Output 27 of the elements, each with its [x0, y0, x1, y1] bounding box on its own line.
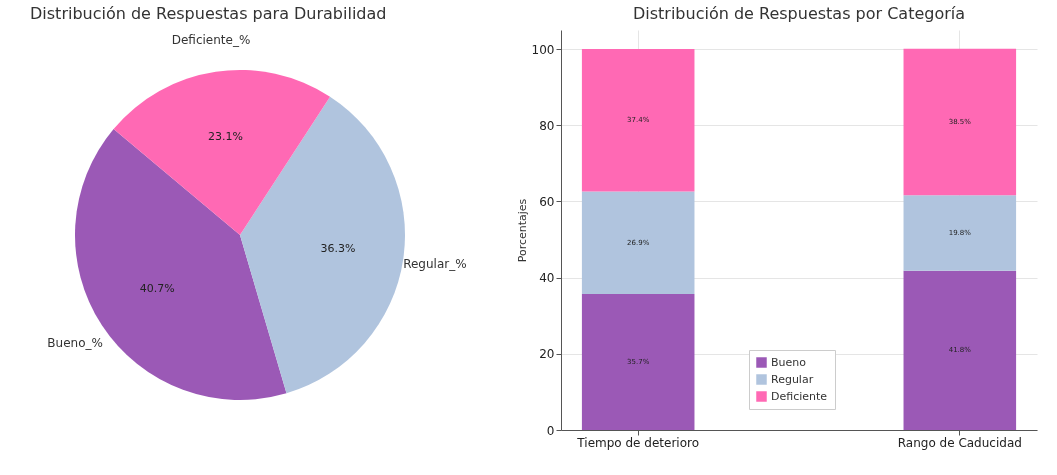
y-tick-label: 100	[531, 42, 555, 57]
bar	[581, 49, 695, 192]
x-tick-label: Tiempo de deterioro	[576, 435, 700, 450]
y-tick-label: 60	[539, 194, 555, 209]
chart-title: Distribución de Respuestas por Categoría	[632, 4, 966, 23]
data-label: 23.1%	[207, 130, 243, 144]
bar	[903, 48, 1017, 196]
slice-label: Regular_%	[403, 256, 467, 271]
y-tick-label: 80	[539, 118, 555, 133]
bar	[903, 195, 1017, 271]
bar	[903, 270, 1017, 430]
y-axis-title: Porcentajes	[515, 198, 529, 263]
pie-slice	[113, 70, 331, 235]
data-label: 40.7%	[139, 282, 175, 296]
legend-label: Deficiente	[771, 389, 828, 403]
y-tick-label: 0	[546, 423, 555, 438]
slice-label: Deficiente_%	[171, 33, 251, 48]
y-tick-label: 20	[539, 347, 555, 362]
legend-label: Bueno	[771, 355, 807, 369]
data-label: 36.3%	[320, 242, 356, 256]
legend-label: Regular	[771, 372, 814, 386]
bar	[581, 294, 695, 430]
slice-label: Bueno_%	[47, 335, 103, 350]
x-tick-label: Rango de Caducidad	[897, 435, 1022, 450]
y-tick-label: 40	[539, 271, 555, 286]
chart-title: Distribución de Respuestas para Durabilidad	[30, 4, 387, 23]
bar	[581, 191, 695, 294]
